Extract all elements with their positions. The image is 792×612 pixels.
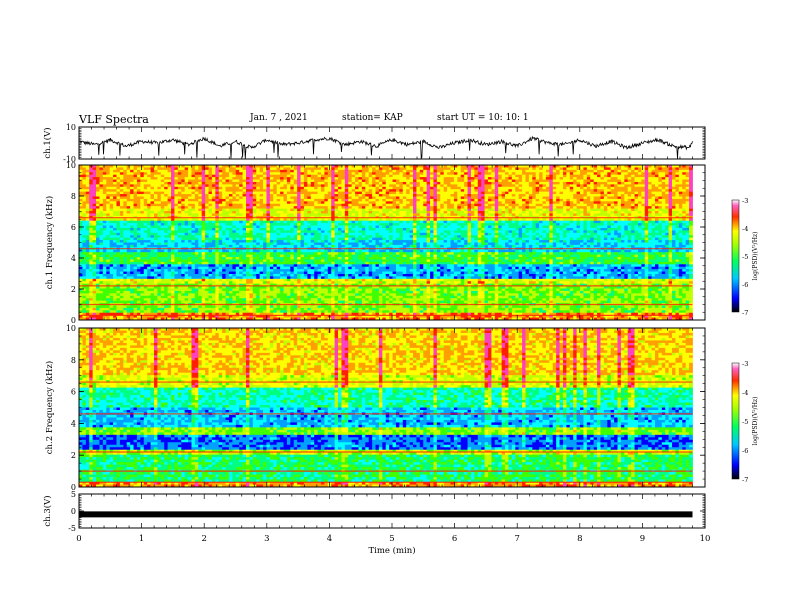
ch2-spectrogram-colorbar-tick-label: -7 [742,476,748,484]
ch1-spectrogram-ytick-label: 2 [71,285,76,294]
ch2-spectrogram-ytick-label: 8 [71,356,76,365]
ch3-waveform-ytick-label: 5 [71,490,76,499]
ch2-spectrogram-ylabel: ch.2 Frequency (kHz) [44,361,55,454]
ch1-spectrogram-ytick-label: 10 [66,161,76,170]
ch2-spectrogram-colorbar [732,363,739,479]
vlf-spectra-figure: 10-10ch.1(V)0246810ch.1 Frequency (kHz) -… [0,0,792,612]
x-tick-label: 7 [514,534,519,544]
ch3-waveform-ylabel: ch.3(V) [42,495,53,526]
ch1-spectrogram-cells [79,165,693,320]
ch1-spectrogram-colorbar-tick-label: -7 [742,309,748,317]
ch2-spectrogram-colorbar-tick-label: -4 [742,389,748,397]
ch1-spectrogram-colorbar [732,200,739,312]
ch1-spectrogram-colorbar-tick-label: -5 [742,253,748,261]
ch1-spectrogram-ytick-label: 4 [71,254,76,263]
ch2-spectrogram-ytick-label: 2 [71,451,76,460]
x-tick-label: 0 [76,534,81,544]
ch2-spectrogram-ytick-label: 4 [71,419,76,428]
x-tick-label: 9 [640,534,645,544]
ch2-spectrogram-colorbar-tick-label: -5 [742,418,748,426]
ch3-waveform-ytick-label: 0 [71,507,76,516]
ch1-spectrogram-ytick-label: 6 [71,223,76,232]
x-tick-label: 5 [389,534,394,544]
ch1-waveform-series [79,137,693,159]
x-tick-label: 3 [264,534,269,544]
x-tick-label: 1 [139,534,144,544]
ch2-spectrogram-colorbar-tick-label: -3 [742,360,748,368]
x-tick-label: 4 [327,534,332,544]
ch3-waveform-ytick-label: -5 [68,524,76,533]
ch1-spectrogram-ytick-label: 8 [71,192,76,201]
ch2-spectrogram-ytick-label: 6 [71,388,76,397]
ch2-spectrogram-cells [79,328,693,487]
x-tick-label: 6 [452,534,457,544]
ch1-spectrogram-colorbar-tick-label: -3 [742,197,748,205]
ch2-spectrogram-colorbar-label: log(PSD)(V²/Hz) [752,397,759,446]
ch2-spectrogram-colorbar-tick-label: -6 [742,447,748,455]
ch1-spectrogram-colorbar-tick-label: -4 [742,225,748,233]
ch1-waveform-ylabel: ch.1(V) [42,127,53,158]
ch2-spectrogram-ytick-label: 10 [66,324,76,333]
x-tick-label: 2 [201,534,206,544]
ch3-waveform-frame [79,494,705,528]
x-tick-label: 10 [700,534,711,544]
ch1-spectrogram-ylabel: ch.1 Frequency (kHz) [44,196,55,289]
ch1-spectrogram-colorbar-tick-label: -6 [742,281,748,289]
x-tick-label: 8 [577,534,582,544]
x-axis-label: Time (min) [368,545,415,556]
ch1-spectrogram-colorbar-label: log(PSD)(V²/Hz) [752,232,759,281]
ch1-waveform-ytick-label: 10 [66,123,76,132]
